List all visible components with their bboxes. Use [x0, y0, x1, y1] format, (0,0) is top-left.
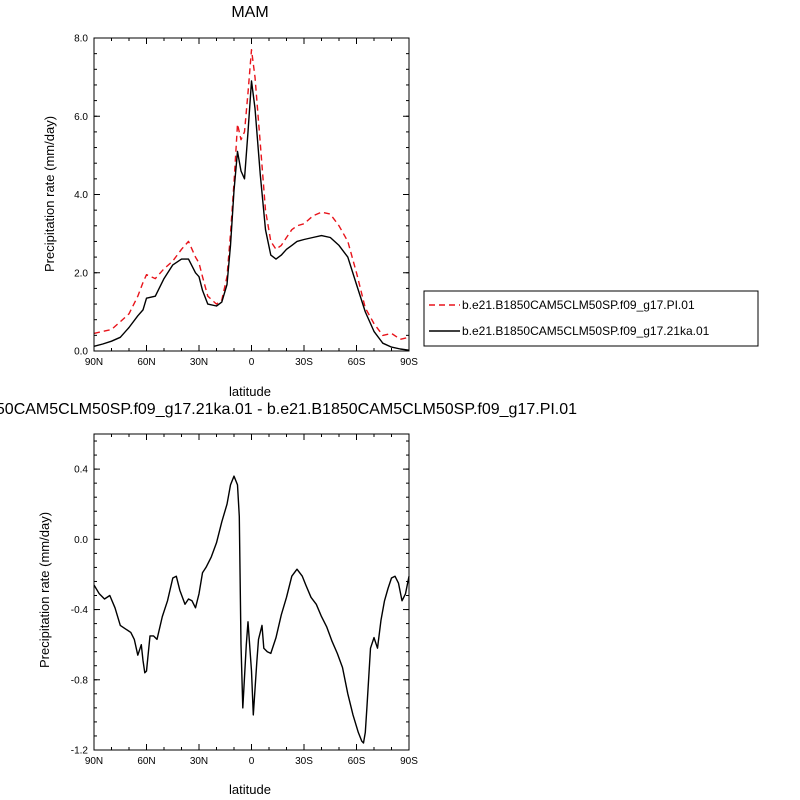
top-y-tick-label: 8.0 — [74, 34, 88, 45]
legend-box — [423, 290, 759, 347]
top-x-tick-label: 90S — [400, 357, 418, 368]
top-x-tick-label: 30S — [295, 357, 313, 368]
top-tick-group: 90N 60N 30N 0 30S 60S 90S 0.0 2.0 4.0 6.0 8.0 — [74, 34, 418, 369]
legend-label-21ka: b.e21.B1850CAM5CLM50SP.f09_g17.21ka.01 — [462, 324, 710, 338]
top-y-tick-label: 4.0 — [74, 190, 88, 201]
bottom-y-tick-label: 0.0 — [74, 535, 88, 546]
bottom-x-axis-label: latitude — [229, 782, 271, 797]
bottom-y-axis-label: Precipitation rate (mm/day) — [37, 512, 52, 668]
bottom-series-group — [93, 475, 410, 744]
bottom-series-line-0 — [93, 475, 410, 744]
top-panel: MAM Precipitation rate (mm/day) latitude… — [42, 4, 418, 399]
bottom-panel: b.e21.B1850CAM5CLM50SP.f09_g17.21ka.01 -… — [0, 401, 577, 797]
bottom-x-tick-label: 30S — [295, 756, 313, 767]
legend: b.e21.B1850CAM5CLM50SP.f09_g17.PI.01 b.e… — [423, 290, 759, 347]
bottom-chart-title: b.e21.B1850CAM5CLM50SP.f09_g17.21ka.01 -… — [0, 401, 577, 418]
bottom-x-tick-label: 60S — [348, 756, 366, 767]
top-x-axis-label: latitude — [229, 384, 271, 399]
bottom-x-tick-label: 90S — [400, 756, 418, 767]
bottom-x-tick-label: 0 — [249, 756, 255, 767]
bottom-x-tick-label: 60N — [137, 756, 155, 767]
top-x-tick-label: 30N — [190, 357, 208, 368]
top-y-tick-label: 6.0 — [74, 112, 88, 123]
top-series-group — [93, 49, 410, 351]
top-x-tick-label: 60S — [348, 357, 366, 368]
top-series-line-1 — [93, 80, 410, 351]
top-y-axis-label: Precipitation rate (mm/day) — [42, 116, 57, 272]
bottom-y-tick-label: -0.8 — [71, 675, 89, 686]
bottom-y-tick-label: -1.2 — [71, 746, 89, 757]
bottom-x-tick-label: 90N — [85, 756, 103, 767]
top-series-line-0 — [93, 49, 410, 340]
bottom-y-tick-label: 0.4 — [74, 465, 88, 476]
top-chart-title: MAM — [231, 4, 268, 21]
top-x-tick-label: 60N — [137, 357, 155, 368]
top-plot-frame — [93, 37, 410, 352]
top-x-tick-label: 0 — [249, 357, 255, 368]
bottom-plot-frame — [93, 433, 410, 751]
top-y-tick-label: 2.0 — [74, 268, 88, 279]
legend-label-pi: b.e21.B1850CAM5CLM50SP.f09_g17.PI.01 — [462, 298, 695, 312]
top-x-tick-label: 90N — [85, 357, 103, 368]
top-y-tick-label: 0.0 — [74, 347, 88, 358]
bottom-x-tick-label: 30N — [190, 756, 208, 767]
bottom-y-tick-label: -0.4 — [71, 605, 89, 616]
